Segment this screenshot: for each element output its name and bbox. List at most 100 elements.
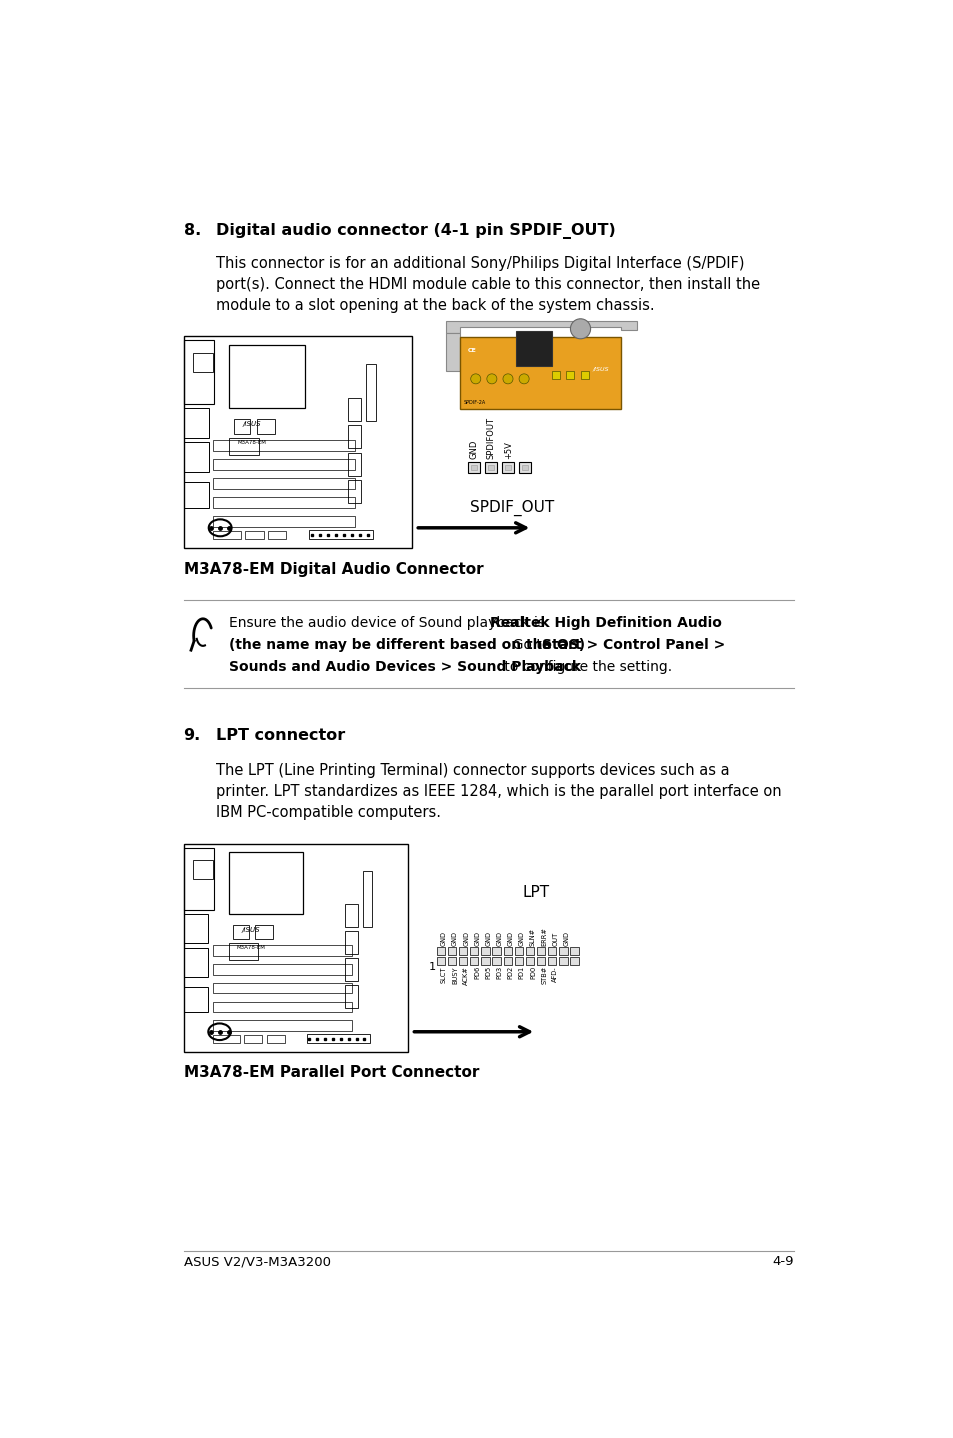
- Text: GND: GND: [440, 930, 446, 946]
- Bar: [481, 946, 489, 955]
- Bar: [213, 498, 355, 508]
- Text: GND: GND: [563, 930, 569, 946]
- Bar: [580, 371, 588, 378]
- Bar: [525, 946, 534, 955]
- Bar: [459, 336, 620, 408]
- Circle shape: [470, 374, 480, 384]
- Text: GND: GND: [462, 930, 469, 946]
- Text: LPT: LPT: [522, 886, 549, 900]
- Text: STB#: STB#: [540, 966, 547, 984]
- Bar: [213, 1021, 352, 1031]
- Bar: [183, 408, 209, 437]
- Circle shape: [502, 374, 513, 384]
- Bar: [307, 1034, 370, 1043]
- Bar: [309, 531, 373, 539]
- Text: SPDIFOUT: SPDIFOUT: [486, 417, 496, 459]
- Bar: [570, 956, 578, 965]
- Text: GND: GND: [452, 930, 457, 946]
- Bar: [229, 345, 304, 408]
- Bar: [213, 984, 352, 994]
- Text: The LPT (Line Printing Terminal) connector supports devices such as a: The LPT (Line Printing Terminal) connect…: [216, 764, 729, 778]
- Text: Realtek High Definition Audio: Realtek High Definition Audio: [490, 617, 721, 630]
- Bar: [558, 946, 567, 955]
- Text: CE: CE: [467, 348, 476, 354]
- Text: to configure the setting.: to configure the setting.: [499, 660, 671, 674]
- Bar: [488, 464, 494, 470]
- Bar: [485, 462, 497, 473]
- Text: +5V: +5V: [503, 441, 513, 459]
- Bar: [183, 441, 209, 472]
- Bar: [183, 341, 214, 404]
- Bar: [436, 956, 444, 965]
- Bar: [447, 946, 456, 955]
- Bar: [213, 1002, 352, 1012]
- Bar: [183, 948, 208, 976]
- Text: Start > Control Panel >: Start > Control Panel >: [542, 638, 725, 653]
- Bar: [363, 870, 372, 926]
- Text: /ISUS: /ISUS: [592, 367, 608, 371]
- Bar: [345, 905, 357, 926]
- Text: SLN#: SLN#: [530, 928, 536, 946]
- Bar: [481, 956, 489, 965]
- Text: printer. LPT standardizes as IEEE 1284, which is the parallel port interface on: printer. LPT standardizes as IEEE 1284, …: [216, 784, 781, 800]
- Text: 9.: 9.: [183, 729, 201, 743]
- Bar: [548, 946, 556, 955]
- Text: module to a slot opening at the back of the system chassis.: module to a slot opening at the back of …: [216, 298, 654, 313]
- Bar: [233, 925, 249, 939]
- Text: ASUS V2/V3-M3A3200: ASUS V2/V3-M3A3200: [183, 1255, 331, 1268]
- Bar: [537, 946, 545, 955]
- Bar: [244, 1035, 262, 1043]
- Bar: [505, 464, 511, 470]
- Text: ERR#: ERR#: [540, 928, 547, 946]
- Bar: [470, 956, 477, 965]
- Text: Ensure the audio device of Sound playback is: Ensure the audio device of Sound playbac…: [229, 617, 548, 630]
- Bar: [183, 986, 208, 1012]
- Bar: [255, 925, 274, 939]
- Text: LPT connector: LPT connector: [216, 729, 345, 743]
- Bar: [213, 1035, 239, 1043]
- Bar: [516, 331, 552, 365]
- Text: M3A78-EM: M3A78-EM: [237, 440, 266, 444]
- Bar: [256, 418, 274, 434]
- Text: Sounds and Audio Devices > Sound Playback: Sounds and Audio Devices > Sound Playbac…: [229, 660, 580, 674]
- Text: M3A78-EM Digital Audio Connector: M3A78-EM Digital Audio Connector: [183, 562, 482, 577]
- Text: M3A78-EM Parallel Port Connector: M3A78-EM Parallel Port Connector: [183, 1066, 478, 1080]
- Text: AFD-: AFD-: [552, 966, 558, 982]
- Text: port(s). Connect the HDMI module cable to this connector, then install the: port(s). Connect the HDMI module cable t…: [216, 278, 760, 292]
- Text: PD3: PD3: [497, 966, 502, 979]
- Bar: [525, 956, 534, 965]
- Bar: [348, 480, 360, 503]
- Bar: [229, 437, 259, 454]
- Bar: [229, 943, 257, 961]
- Bar: [213, 965, 352, 975]
- Text: PD0: PD0: [530, 966, 536, 979]
- Bar: [213, 440, 355, 450]
- Bar: [492, 946, 500, 955]
- Bar: [552, 371, 559, 378]
- Bar: [213, 531, 240, 539]
- Text: SPDIF_OUT: SPDIF_OUT: [470, 500, 554, 516]
- Bar: [267, 1035, 284, 1043]
- Text: M3A78-EM: M3A78-EM: [236, 945, 265, 951]
- Bar: [245, 531, 263, 539]
- Text: SPDIF-2A: SPDIF-2A: [463, 400, 485, 406]
- Text: 8.: 8.: [183, 223, 201, 239]
- Text: . Go to: . Go to: [503, 638, 554, 653]
- Text: ACK#: ACK#: [462, 966, 469, 985]
- Text: GND: GND: [469, 440, 478, 459]
- Bar: [229, 851, 302, 915]
- Bar: [458, 956, 467, 965]
- Bar: [558, 956, 567, 965]
- Bar: [503, 946, 512, 955]
- Bar: [213, 516, 355, 526]
- Bar: [183, 482, 209, 508]
- Bar: [193, 354, 213, 372]
- Bar: [471, 464, 476, 470]
- Bar: [468, 462, 479, 473]
- Text: GND: GND: [507, 930, 513, 946]
- Bar: [470, 946, 477, 955]
- Bar: [570, 946, 578, 955]
- Text: GND: GND: [485, 930, 491, 946]
- Text: PD2: PD2: [507, 966, 513, 979]
- Bar: [445, 332, 459, 371]
